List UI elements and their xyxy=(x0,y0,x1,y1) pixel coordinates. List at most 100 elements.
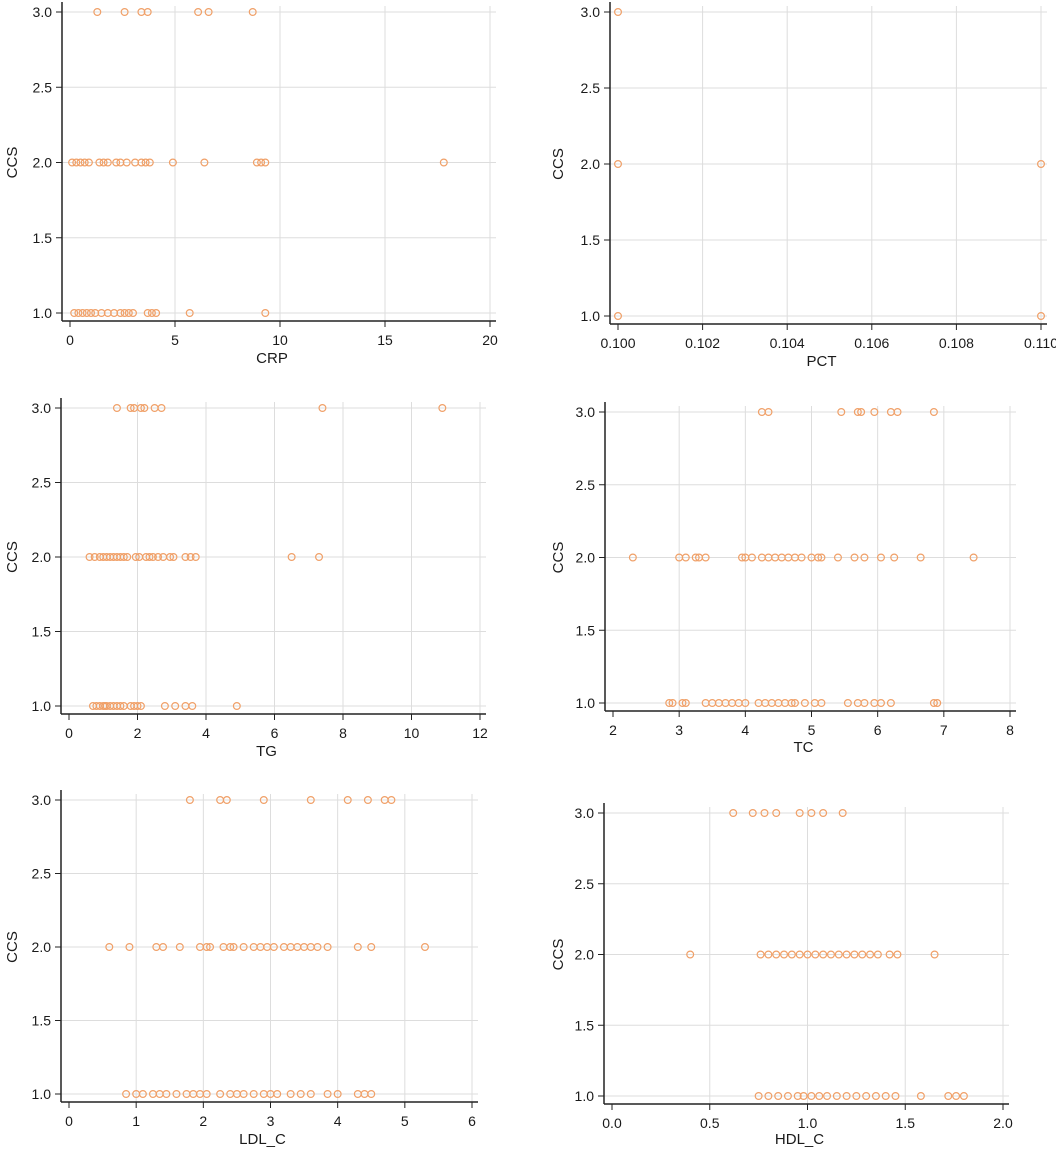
x-tick-label: 5 xyxy=(171,332,179,348)
data-point xyxy=(188,701,197,710)
data-point xyxy=(842,950,851,959)
data-point xyxy=(74,309,83,318)
x-tick-label: 3 xyxy=(267,1113,275,1129)
data-point xyxy=(286,1089,295,1098)
data-point xyxy=(261,309,270,318)
data-point xyxy=(681,553,690,562)
data-point xyxy=(613,160,622,169)
data-point xyxy=(387,795,396,804)
y-tick-label: 2.0 xyxy=(33,155,53,171)
data-point xyxy=(143,8,152,17)
x-axis-title: LDL_C xyxy=(239,1131,286,1148)
y-axis-title: CCS xyxy=(550,542,567,574)
data-point xyxy=(313,942,322,951)
data-point xyxy=(306,795,315,804)
x-axis-title: TC xyxy=(794,739,814,756)
scatter-panel-hdl_c: 0.0 0.5 1.0 1.5 2.0 1.0 1.5 2.0 2.5 3.0 HDL_C CCS xyxy=(550,803,1013,1148)
data-point xyxy=(191,552,200,561)
data-point xyxy=(229,942,238,951)
data-point xyxy=(764,1091,773,1100)
x-tick-label: 8 xyxy=(339,725,347,741)
data-point xyxy=(814,553,823,562)
data-point xyxy=(120,8,129,17)
data-point xyxy=(257,158,266,167)
data-point xyxy=(858,950,867,959)
data-point xyxy=(850,950,859,959)
data-point xyxy=(252,158,261,167)
data-point xyxy=(323,1089,332,1098)
data-point xyxy=(944,1091,953,1100)
data-point xyxy=(833,553,842,562)
data-point xyxy=(893,408,902,417)
data-point xyxy=(306,1089,315,1098)
data-point xyxy=(343,795,352,804)
data-point xyxy=(665,698,674,707)
data-point xyxy=(420,942,429,951)
data-point xyxy=(363,795,372,804)
data-point xyxy=(870,408,879,417)
data-point xyxy=(239,1089,248,1098)
y-axis-title: CCS xyxy=(550,939,567,971)
data-point xyxy=(95,158,104,167)
scatter-panel-pct: 0.100 0.102 0.104 0.106 0.108 0.110 1.0 1.5 2.0 2… xyxy=(550,2,1056,370)
data-point xyxy=(691,553,700,562)
data-point xyxy=(860,698,869,707)
data-point xyxy=(738,553,747,562)
data-point xyxy=(162,1089,171,1098)
y-tick-label: 1.5 xyxy=(575,1017,595,1033)
data-point xyxy=(318,404,327,413)
data-point xyxy=(842,1091,851,1100)
x-tick-label: 6 xyxy=(468,1113,476,1129)
x-tick-label: 4 xyxy=(334,1113,342,1129)
data-point xyxy=(125,942,134,951)
data-point xyxy=(729,808,738,817)
data-point xyxy=(952,1091,961,1100)
data-point xyxy=(136,701,145,710)
data-point xyxy=(843,698,852,707)
data-point xyxy=(249,1089,258,1098)
data-point xyxy=(120,309,129,318)
data-point xyxy=(628,553,637,562)
data-point xyxy=(929,408,938,417)
y-tick-label: 1.0 xyxy=(575,1088,595,1104)
data-point xyxy=(103,158,112,167)
data-point xyxy=(916,1091,925,1100)
data-point xyxy=(222,795,231,804)
data-point xyxy=(315,552,324,561)
x-tick-label: 2 xyxy=(199,1113,207,1129)
x-tick-label: 0 xyxy=(65,725,73,741)
data-point xyxy=(296,1089,305,1098)
y-tick-label: 2.0 xyxy=(576,550,596,566)
y-tick-label: 3.0 xyxy=(33,4,53,20)
data-point xyxy=(832,1091,841,1100)
data-point xyxy=(248,8,257,17)
x-tick-label: 4 xyxy=(741,722,749,738)
data-point xyxy=(166,552,175,561)
data-point xyxy=(678,698,687,707)
x-tick-label: 4 xyxy=(202,725,210,741)
x-axis-title: TG xyxy=(256,743,277,760)
data-point xyxy=(122,1089,131,1098)
data-point xyxy=(323,942,332,951)
data-point xyxy=(137,158,146,167)
data-point xyxy=(145,158,154,167)
x-tick-label: 7 xyxy=(940,722,948,738)
data-point xyxy=(172,1089,181,1098)
x-tick-label: 1 xyxy=(132,1113,140,1129)
data-point xyxy=(811,950,820,959)
data-point xyxy=(70,309,79,318)
x-tick-label: 0.102 xyxy=(685,335,720,351)
x-tick-label: 1.0 xyxy=(798,1115,818,1131)
y-tick-label: 3.0 xyxy=(575,805,595,821)
data-point xyxy=(147,309,156,318)
y-tick-label: 2.0 xyxy=(32,549,52,565)
data-point xyxy=(819,950,828,959)
scatter-panel-tc: 2 3 4 5 6 7 8 1.0 1.5 2.0 2.5 3.0 TC CCS xyxy=(550,402,1016,756)
data-point xyxy=(86,309,95,318)
data-point xyxy=(206,942,215,951)
data-point xyxy=(1036,160,1045,169)
data-point xyxy=(933,698,942,707)
data-point xyxy=(123,552,132,561)
data-point xyxy=(797,553,806,562)
